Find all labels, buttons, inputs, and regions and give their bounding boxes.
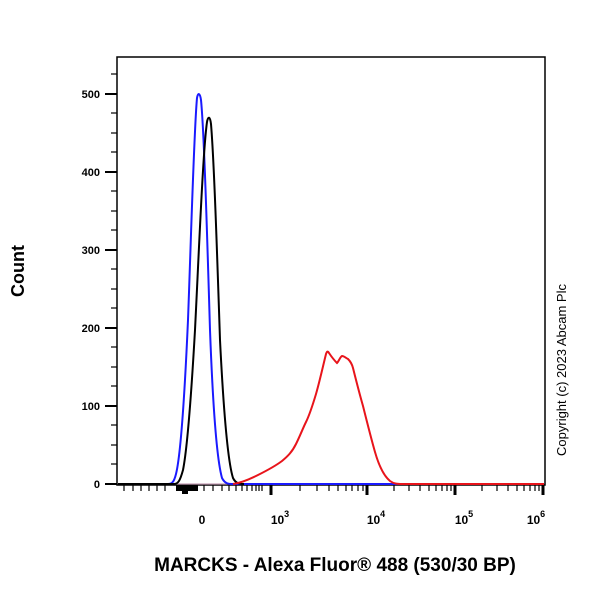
plot-frame — [116, 56, 546, 486]
x-tick-labels: 0 103 104 105 106 — [199, 509, 546, 527]
y-axis-label: Count — [8, 245, 28, 297]
y-tick-300: 300 — [82, 245, 100, 257]
series-marcks-antibody — [232, 350, 544, 485]
series-unlabelled-control — [118, 93, 544, 485]
copyright-annotation: Copyright (c) 2023 Abcam Plc — [554, 284, 569, 456]
y-axis — [105, 73, 117, 485]
y-tick-200: 200 — [82, 323, 100, 335]
y-tick-400: 400 — [82, 167, 100, 179]
y-tick-labels: 0 100 200 300 400 500 — [82, 89, 100, 491]
y-tick-0: 0 — [94, 479, 100, 491]
series-isotype-control — [118, 116, 245, 485]
x-tick-1e6: 106 — [527, 509, 545, 527]
y-tick-100: 100 — [82, 401, 100, 413]
x-tick-1e4: 104 — [367, 509, 385, 527]
x-tick-0: 0 — [199, 513, 206, 527]
x-axis — [123, 485, 545, 495]
x-tick-1e3: 103 — [271, 509, 289, 527]
y-tick-500: 500 — [82, 89, 100, 101]
x-tick-1e5: 105 — [455, 509, 473, 527]
x-axis-label: MARCKS - Alexa Fluor® 488 (530/30 BP) — [154, 555, 516, 576]
